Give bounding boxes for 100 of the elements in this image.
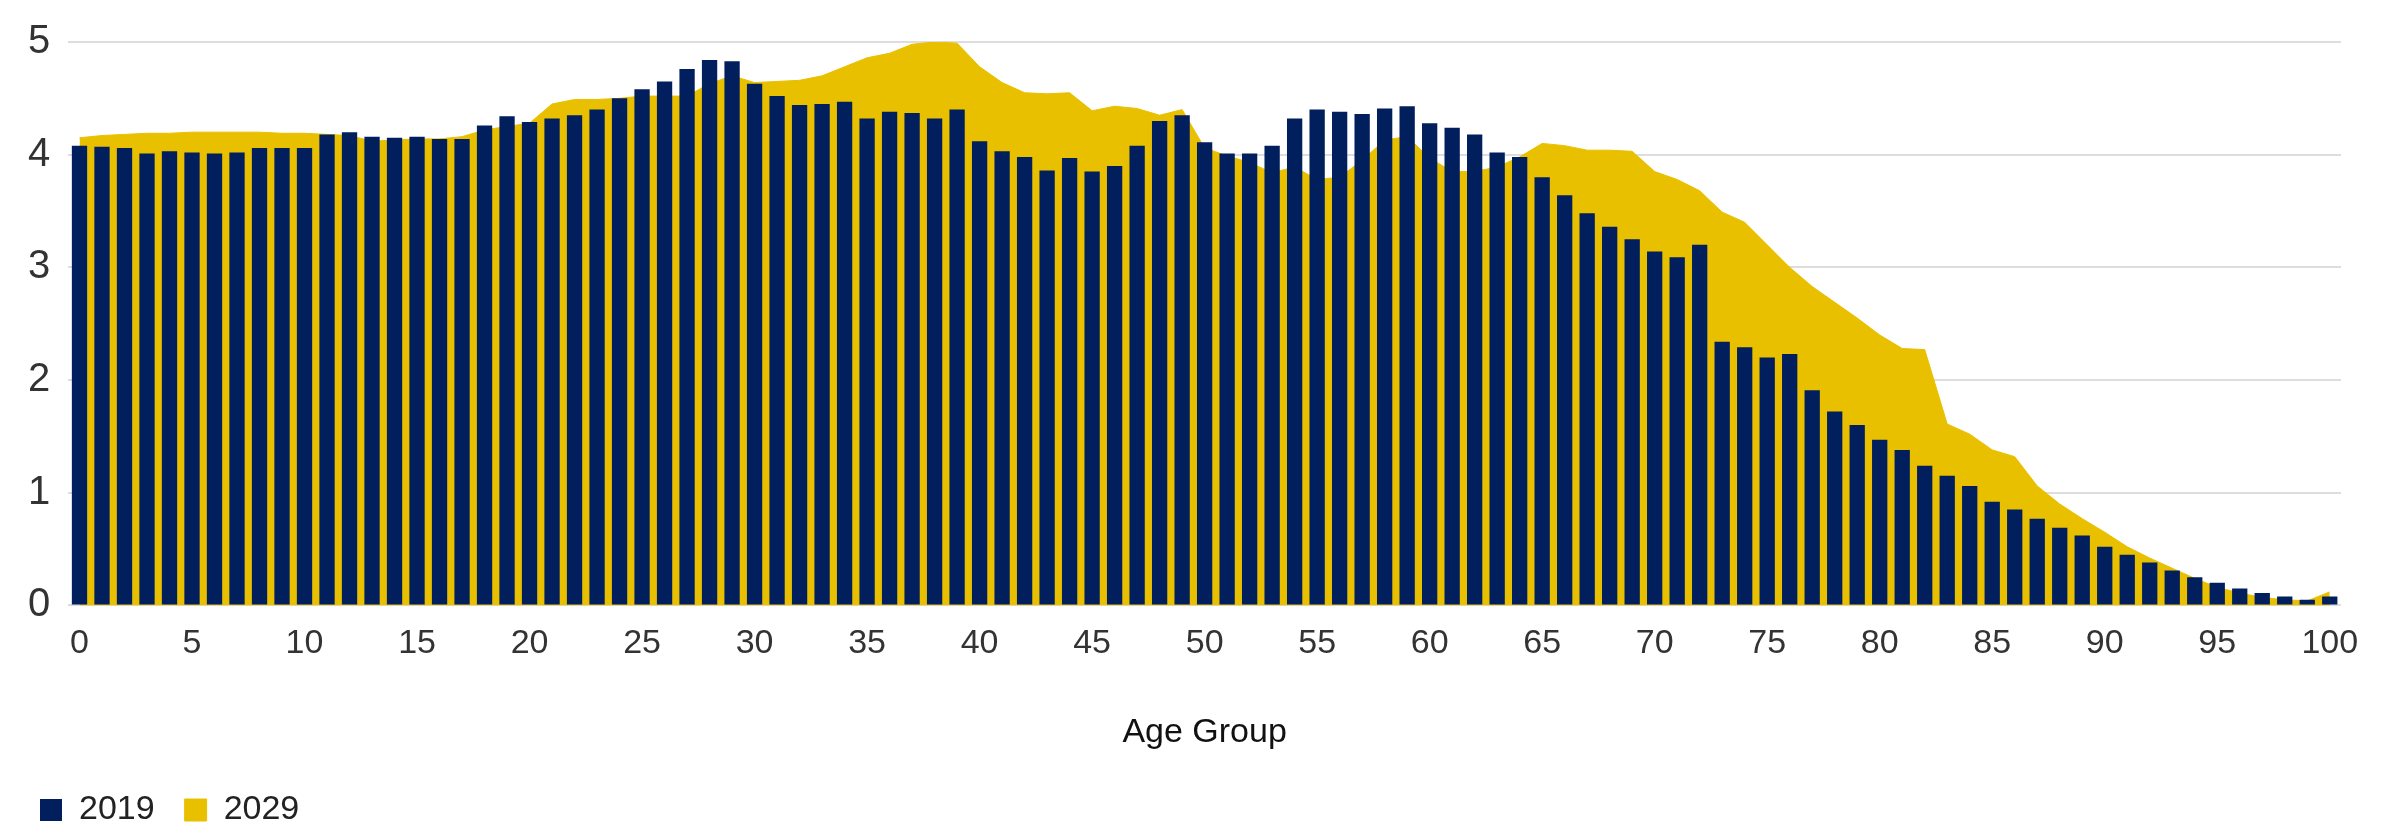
bar (1962, 485, 1978, 605)
y-tick-label: 1 (28, 467, 51, 512)
bar (971, 141, 988, 605)
bar (296, 147, 313, 605)
bar (814, 103, 830, 605)
bar (161, 151, 178, 605)
bar (544, 118, 560, 605)
x-tick-label: 55 (1298, 622, 1337, 661)
bar (1196, 142, 1213, 605)
bar (1917, 465, 1933, 605)
bar (364, 136, 380, 605)
x-tick-label: 45 (1073, 622, 1112, 661)
bar (791, 105, 808, 605)
bar (859, 118, 875, 605)
bar (1309, 109, 1325, 605)
y-tick-label: 3 (28, 242, 51, 287)
bar (566, 115, 583, 605)
bar (206, 153, 223, 605)
bar (1489, 152, 1505, 605)
bar (769, 96, 785, 605)
bar (341, 132, 358, 605)
bar (1782, 354, 1798, 605)
x-tick-label: 70 (1635, 622, 1674, 661)
bar (1016, 156, 1033, 605)
bar (1714, 341, 1730, 605)
x-tick-label: 90 (2085, 622, 2124, 661)
bar (836, 101, 853, 605)
x-tick-label: 5 (182, 622, 202, 661)
bar (1061, 158, 1078, 605)
bar (1624, 239, 1640, 605)
bar (904, 112, 920, 605)
bar (1647, 251, 1663, 605)
bar (1106, 165, 1123, 605)
y-tick-label: 0 (28, 580, 51, 625)
bar (476, 125, 493, 605)
x-tick-label: 75 (1748, 622, 1787, 661)
bar (724, 61, 740, 605)
x-tick-label: 60 (1410, 622, 1449, 661)
bar (1129, 145, 1145, 605)
bar (1849, 425, 1865, 605)
bar (2254, 593, 2270, 605)
bar (184, 152, 200, 605)
bar (1331, 111, 1348, 605)
legend-label: 2029 (223, 788, 300, 827)
x-axis-title: Age Group (1122, 710, 1287, 749)
x-tick-label: 20 (510, 622, 549, 661)
y-tick-label: 4 (28, 129, 51, 174)
bar (2209, 582, 2225, 605)
bar (1151, 120, 1168, 605)
bar (499, 116, 515, 605)
x-tick-label: 15 (398, 622, 436, 661)
bar (1804, 390, 1820, 605)
bar (521, 122, 538, 605)
bar (634, 89, 650, 605)
bar (1557, 195, 1573, 605)
bar (1669, 257, 1685, 605)
bar (2277, 596, 2293, 605)
bar (431, 138, 448, 605)
bar (1039, 170, 1055, 605)
bar (1894, 449, 1910, 605)
x-tick-label: 65 (1523, 622, 1562, 661)
bar (2164, 570, 2180, 605)
bar (2187, 577, 2203, 605)
bar (71, 145, 88, 605)
bar (1264, 145, 1280, 605)
bar (229, 152, 245, 605)
bar (2232, 588, 2248, 605)
x-tick-label: 95 (2198, 622, 2237, 661)
bar (386, 137, 403, 605)
bar (926, 118, 943, 605)
bar (1286, 118, 1303, 605)
bar (1872, 439, 1888, 605)
bar (1467, 134, 1483, 605)
bar (1219, 153, 1235, 605)
x-tick-label: 30 (735, 622, 774, 661)
bar (1602, 226, 1618, 605)
bar (2119, 554, 2135, 605)
bar (701, 60, 718, 605)
bar (1354, 114, 1370, 605)
bar (454, 138, 470, 605)
bar (251, 147, 268, 605)
bar (2007, 509, 2023, 605)
x-tick-label: 80 (1860, 622, 1899, 661)
bar (2142, 562, 2158, 605)
x-tick-label: 100 (2301, 622, 2359, 661)
bar (2074, 535, 2090, 605)
x-tick-label: 40 (960, 622, 999, 661)
bar (1376, 108, 1393, 605)
bar (139, 153, 155, 605)
x-tick-label: 85 (1973, 622, 2012, 661)
bar (1084, 171, 1100, 605)
bar (1174, 115, 1190, 605)
y-tick-label: 5 (28, 17, 51, 62)
x-tick-label: 25 (623, 622, 661, 661)
bar (409, 136, 425, 605)
bar (1399, 106, 1415, 605)
y-tick-label: 2 (28, 355, 51, 400)
bar (1984, 501, 2000, 605)
x-tick-label: 35 (848, 622, 886, 661)
bar (679, 69, 695, 605)
